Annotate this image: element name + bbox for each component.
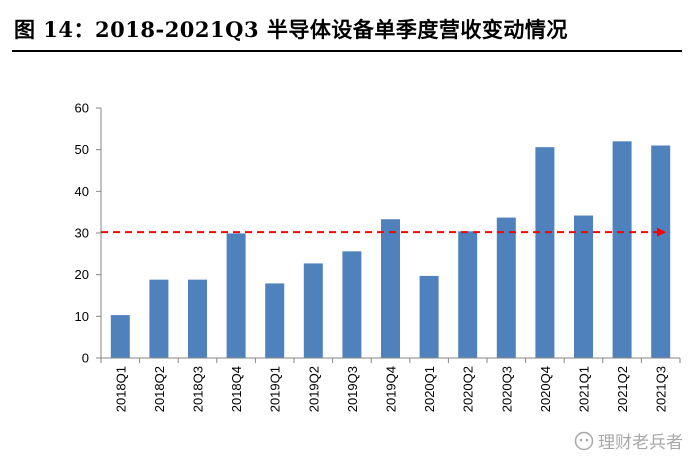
watermark-text: 理财老兵者 bbox=[598, 433, 683, 453]
x-tick-label: 2019Q4 bbox=[384, 366, 399, 412]
bar bbox=[496, 217, 516, 358]
bar bbox=[265, 283, 285, 358]
bar bbox=[535, 147, 555, 358]
x-tick-label: 2019Q1 bbox=[268, 366, 283, 412]
bars bbox=[110, 141, 671, 358]
x-tick-label: 2019Q2 bbox=[306, 366, 321, 412]
bar bbox=[458, 231, 478, 358]
chat-bubble-icon bbox=[574, 431, 594, 450]
x-tick-label: 2018Q2 bbox=[152, 366, 167, 412]
y-tick-label: 30 bbox=[75, 226, 89, 241]
bar bbox=[226, 233, 246, 358]
bar bbox=[342, 251, 362, 358]
bar bbox=[110, 315, 130, 358]
title-underline bbox=[12, 50, 682, 52]
y-tick-label: 10 bbox=[75, 309, 89, 324]
x-tick-label: 2019Q3 bbox=[345, 366, 360, 412]
x-tick-label: 2020Q1 bbox=[422, 366, 437, 412]
bar bbox=[149, 279, 169, 358]
bar bbox=[612, 141, 632, 358]
x-tick-label: 2021Q2 bbox=[615, 366, 630, 412]
y-tick-label: 0 bbox=[82, 351, 89, 366]
x-tick-label: 2018Q4 bbox=[229, 366, 244, 412]
x-tick-label: 2018Q3 bbox=[191, 366, 206, 412]
y-tick-label: 60 bbox=[75, 101, 89, 116]
x-tick-label: 2020Q2 bbox=[461, 366, 476, 412]
x-tick-label: 2020Q4 bbox=[538, 366, 553, 412]
x-axis: 2018Q1 2018Q2 2018Q3 2018Q4 2019Q1 2019Q2 2019… bbox=[100, 357, 681, 412]
x-tick-label: 2018Q1 bbox=[113, 366, 128, 412]
y-tick-label: 50 bbox=[75, 142, 89, 157]
figure-title: 图 14：2018-2021Q3 半导体设备单季度营收变动情况 bbox=[14, 17, 568, 42]
x-tick-label: 2021Q1 bbox=[577, 366, 592, 412]
bar bbox=[651, 145, 671, 358]
x-tick-label: 2021Q3 bbox=[654, 366, 669, 412]
watermark: 理财老兵者 bbox=[574, 428, 683, 453]
bar bbox=[574, 215, 593, 358]
x-tick-label: 2020Q3 bbox=[499, 366, 514, 412]
y-tick-label: 40 bbox=[75, 184, 89, 199]
y-axis: 0 10 20 30 40 50 60 bbox=[75, 101, 102, 366]
y-tick-label: 20 bbox=[75, 267, 89, 282]
bar bbox=[188, 279, 207, 358]
bar bbox=[381, 219, 400, 358]
bar bbox=[303, 263, 323, 358]
bar bbox=[419, 275, 439, 358]
